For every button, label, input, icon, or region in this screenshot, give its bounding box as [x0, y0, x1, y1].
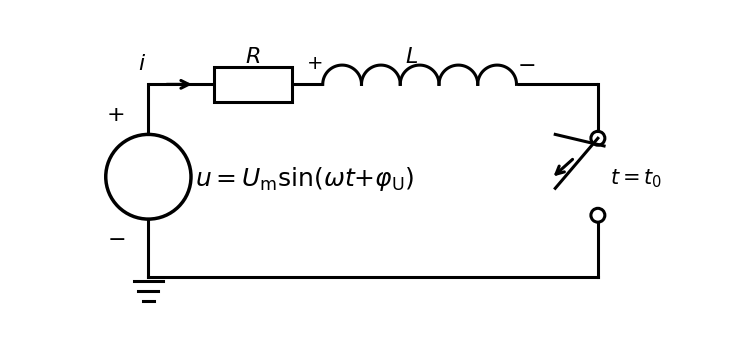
- Text: $t = t_0$: $t = t_0$: [609, 168, 662, 190]
- Text: $L$: $L$: [405, 47, 419, 68]
- Text: $-$: $-$: [517, 54, 535, 74]
- Text: +: +: [106, 105, 125, 125]
- Bar: [215, 67, 291, 101]
- Text: $u{=}U_{\mathrm{m}}\mathrm{sin}(\omega t{+}\varphi_{\mathrm{U}})$: $u{=}U_{\mathrm{m}}\mathrm{sin}(\omega t…: [195, 165, 414, 193]
- Text: +: +: [306, 54, 323, 73]
- Text: $i$: $i$: [138, 54, 146, 74]
- Text: $-$: $-$: [107, 228, 125, 248]
- Text: $R$: $R$: [245, 47, 261, 68]
